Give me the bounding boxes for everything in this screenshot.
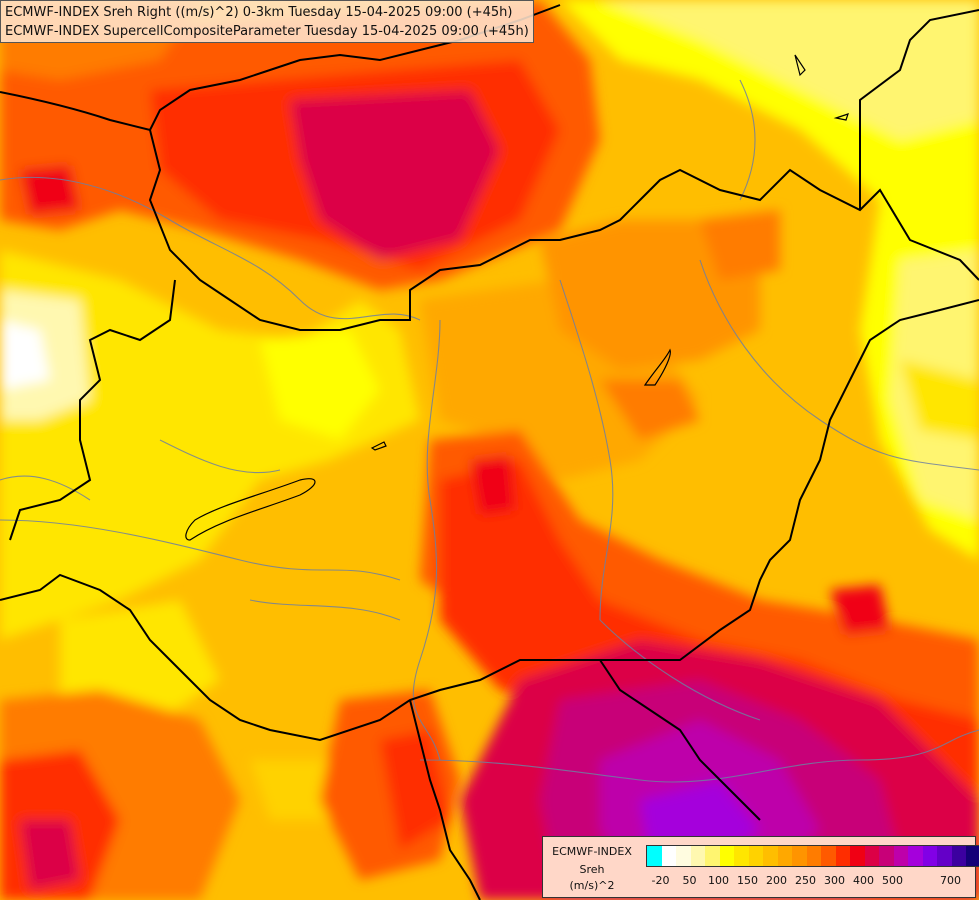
rivers (0, 79, 979, 783)
legend-swatch (966, 846, 979, 866)
legend-swatch (676, 846, 691, 866)
legend-variable: Sreh (579, 863, 605, 876)
legend-tick-label: 150 (737, 874, 758, 887)
legend-model: ECMWF-INDEX (552, 845, 632, 858)
legend-ticks: -20 50 100 150 200 250 300 400 500 700 (646, 874, 966, 890)
legend-tick-label: 300 (824, 874, 845, 887)
legend-swatch (893, 846, 908, 866)
legend-swatch (690, 846, 705, 866)
legend-swatch (951, 846, 966, 866)
legend-swatch (734, 846, 749, 866)
country-borders (0, 4, 979, 900)
legend-swatch (763, 846, 778, 866)
legend-tick-label: 200 (766, 874, 787, 887)
legend-swatch (661, 846, 676, 866)
legend-swatch (864, 846, 879, 866)
legend-color-scale (646, 845, 979, 867)
legend-swatch (719, 846, 734, 866)
legend-swatch (705, 846, 720, 866)
legend-swatch (777, 846, 792, 866)
legend-swatch (850, 846, 865, 866)
legend-swatch (647, 846, 662, 866)
color-legend: ECMWF-INDEX Sreh (m/s)^2 -20 50 100 150 200 2… (542, 836, 979, 898)
legend-swatch (908, 846, 923, 866)
legend-tick-label: 250 (795, 874, 816, 887)
map-title-line-1: ECMWF-INDEX Sreh Right ((m/s)^2) 0-3km T… (5, 5, 513, 20)
legend-tick-label: -20 (651, 874, 670, 887)
legend-tick-label: 700 (940, 874, 961, 887)
legend-tick-label: 100 (708, 874, 729, 887)
legend-swatch (835, 846, 850, 866)
legend-tick-label: 500 (882, 874, 903, 887)
legend-swatch (806, 846, 821, 866)
legend-tick-label: 50 (682, 874, 697, 887)
legend-swatch (937, 846, 952, 866)
legend-swatch (821, 846, 836, 866)
legend-tick-label: 400 (853, 874, 874, 887)
legend-unit: (m/s)^2 (569, 879, 615, 892)
map-title-line-2: ECMWF-INDEX SupercellCompositeParameter … (5, 24, 529, 39)
lakes (185, 54, 849, 541)
legend-swatch (922, 846, 937, 866)
legend-swatch (792, 846, 807, 866)
legend-swatch (748, 846, 763, 866)
map-title-box: ECMWF-INDEX Sreh Right ((m/s)^2) 0-3km T… (0, 0, 534, 43)
legend-swatch (879, 846, 894, 866)
